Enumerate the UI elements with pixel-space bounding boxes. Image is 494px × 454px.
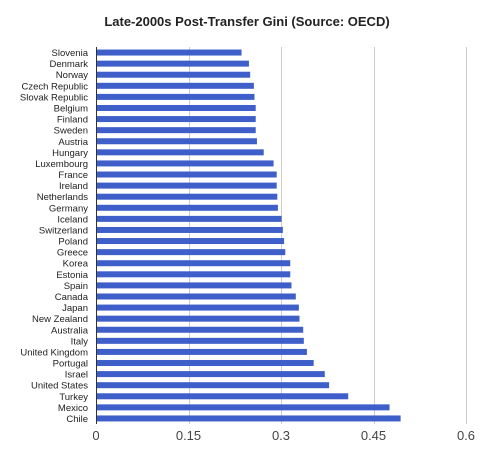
chart-title: Late-2000s Post-Transfer Gini (Source: O… <box>104 14 389 29</box>
x-tick-label: 0.3 <box>272 428 290 443</box>
category-label: New Zealand <box>32 314 88 325</box>
bar <box>96 82 254 89</box>
x-tick-label: 0.15 <box>176 428 201 443</box>
bar <box>96 71 251 78</box>
category-label: Belgium <box>54 103 88 114</box>
bar <box>96 49 242 56</box>
bar <box>96 104 256 111</box>
category-label: Israel <box>65 370 88 381</box>
category-label: Estonia <box>56 270 88 281</box>
category-label: Slovenia <box>52 48 89 59</box>
x-tick-label: 0 <box>92 428 99 443</box>
bar <box>96 360 314 367</box>
category-label: Germany <box>49 203 88 214</box>
gridlines <box>189 47 467 424</box>
bar <box>96 271 291 278</box>
category-label: Czech Republic <box>21 81 88 92</box>
bar <box>96 60 249 67</box>
category-label: Italy <box>71 336 89 347</box>
category-label: Iceland <box>57 214 88 225</box>
category-label: Greece <box>57 248 88 259</box>
category-label: Slovak Republic <box>20 92 88 103</box>
bar <box>96 127 256 134</box>
category-label: Spain <box>64 281 88 292</box>
bar <box>96 182 277 189</box>
bar <box>96 249 286 256</box>
x-axis-tick-labels: 0 0.15 0.3 0.45 0.6 <box>92 428 475 443</box>
bar <box>96 404 390 411</box>
bar <box>96 282 292 289</box>
category-label: Norway <box>56 70 88 81</box>
category-label: Japan <box>62 303 88 314</box>
bar <box>96 415 401 422</box>
bar <box>96 293 296 300</box>
category-label: Turkey <box>59 392 88 403</box>
category-label: Chile <box>66 414 88 425</box>
bar <box>96 160 274 167</box>
bar <box>96 304 299 311</box>
category-label: Austria <box>58 137 88 148</box>
category-label: Poland <box>58 237 88 248</box>
bar <box>96 337 304 344</box>
category-label: Sweden <box>54 126 88 137</box>
bars <box>96 49 401 422</box>
bar <box>96 204 278 211</box>
category-label: Australia <box>51 325 89 336</box>
x-tick-label: 0.6 <box>457 428 475 443</box>
category-label: Switzerland <box>39 225 88 236</box>
bar <box>96 171 277 178</box>
bar <box>96 149 264 156</box>
bar <box>96 215 282 222</box>
bar <box>96 226 283 233</box>
category-label: Hungary <box>52 148 88 159</box>
bar <box>96 315 300 322</box>
category-label: Netherlands <box>37 192 88 203</box>
bar <box>96 326 304 333</box>
bar <box>96 260 291 267</box>
category-label: Ireland <box>59 181 88 192</box>
category-label: United Kingdom <box>20 347 88 358</box>
bar <box>96 93 255 100</box>
category-label: Canada <box>55 292 89 303</box>
category-label: Luxembourg <box>35 159 88 170</box>
category-label: United States <box>31 381 88 392</box>
category-label: Portugal <box>53 359 88 370</box>
bar <box>96 382 330 389</box>
bar <box>96 138 257 145</box>
bar <box>96 116 256 123</box>
bar <box>96 193 278 200</box>
bar <box>96 348 307 355</box>
category-label: Mexico <box>58 403 88 414</box>
category-label: Korea <box>63 259 89 270</box>
bar <box>96 238 285 245</box>
x-tick-label: 0.45 <box>361 428 386 443</box>
category-label: Finland <box>57 115 88 126</box>
bar <box>96 393 349 400</box>
category-label: France <box>58 170 88 181</box>
category-label: Denmark <box>49 59 88 70</box>
bar <box>96 371 325 378</box>
